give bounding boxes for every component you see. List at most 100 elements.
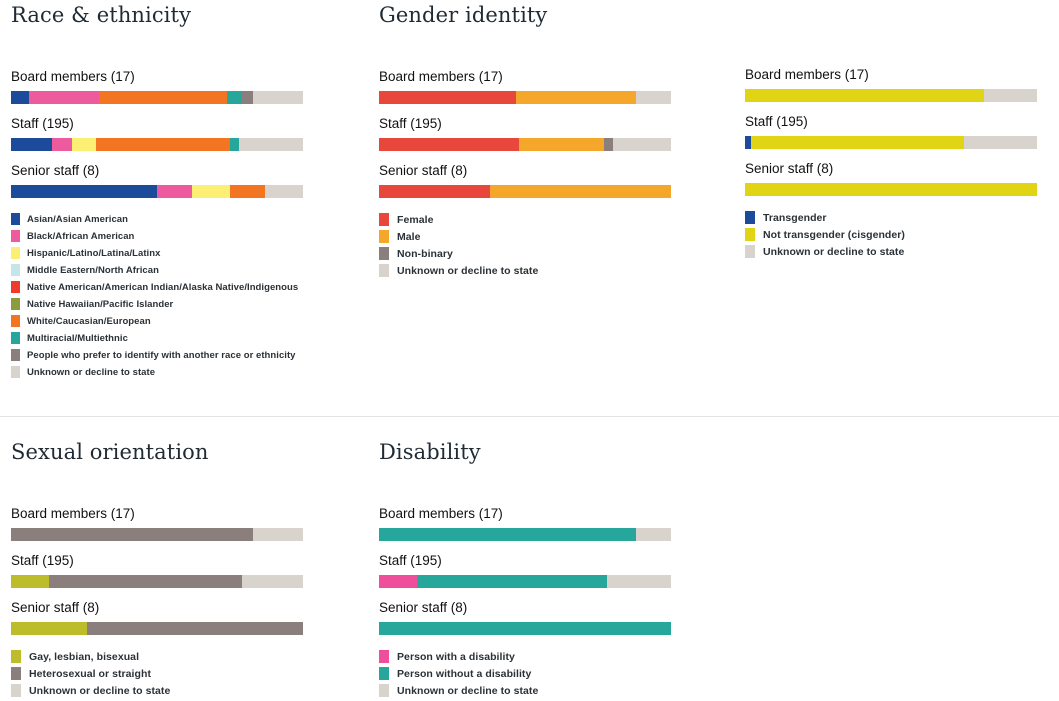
legend-item[interactable]: Male — [379, 229, 679, 245]
stacked-bar[interactable] — [11, 185, 303, 199]
bar-segment[interactable] — [253, 91, 303, 105]
bar-group: Staff (195) — [11, 553, 311, 589]
legend-item[interactable]: Native Hawaiian/Pacific Islander — [11, 297, 311, 313]
legend-item[interactable]: Unknown or decline to state — [379, 683, 679, 699]
bar-group-label: Staff (195) — [379, 116, 442, 132]
stacked-bar[interactable] — [379, 575, 671, 589]
bar-segment[interactable] — [86, 622, 303, 636]
bar-segment[interactable] — [98, 91, 228, 105]
legend-item[interactable]: Unknown or decline to state — [11, 365, 311, 381]
bar-group: Staff (195) — [745, 114, 1045, 149]
stacked-bar[interactable] — [11, 91, 303, 105]
bar-segment[interactable] — [48, 575, 242, 589]
legend-item[interactable]: Person without a disability — [379, 666, 679, 682]
legend-item[interactable]: Native American/American Indian/Alaska N… — [11, 280, 311, 296]
legend-swatch-icon — [745, 228, 755, 241]
bar-segment[interactable] — [11, 528, 254, 542]
bar-segment[interactable] — [11, 138, 52, 152]
bar-group-label: Senior staff (8) — [379, 163, 468, 179]
legend-swatch-icon — [745, 245, 755, 258]
bar-segment[interactable] — [379, 138, 520, 152]
bar-segment[interactable] — [635, 528, 671, 542]
bar-segment[interactable] — [606, 575, 671, 589]
bar-segment[interactable] — [603, 138, 613, 152]
bar-segment[interactable] — [192, 185, 230, 199]
legend-swatch-icon — [11, 264, 20, 277]
bar-segment[interactable] — [229, 138, 239, 152]
stacked-bar[interactable] — [379, 138, 671, 152]
legend-item[interactable]: Unknown or decline to state — [745, 244, 1045, 260]
legend-sexual-orientation: Gay, lesbian, bisexual Heterosexual or st… — [11, 649, 311, 699]
bar-segment[interactable] — [612, 138, 671, 152]
bar-segment[interactable] — [963, 136, 1037, 149]
bar-segment[interactable] — [416, 575, 607, 589]
legend-item[interactable]: Gay, lesbian, bisexual — [11, 649, 311, 665]
legend-item[interactable]: Unknown or decline to state — [379, 263, 679, 279]
legend-item-label: People who prefer to identify with anoth… — [27, 350, 296, 362]
bar-segment[interactable] — [379, 185, 490, 199]
bar-segment[interactable] — [95, 138, 230, 152]
bar-segment[interactable] — [379, 622, 671, 636]
legend-item[interactable]: Transgender — [745, 210, 1045, 226]
bar-segment[interactable] — [241, 575, 303, 589]
legend-item[interactable]: Person with a disability — [379, 649, 679, 665]
legend-swatch-icon — [11, 298, 20, 311]
bar-segment[interactable] — [635, 91, 671, 105]
bar-segment[interactable] — [227, 91, 242, 105]
legend-race-ethnicity: Asian/Asian American Black/African Americ… — [11, 212, 311, 381]
bar-segment[interactable] — [265, 185, 303, 199]
bar-segment[interactable] — [28, 91, 99, 105]
bar-segment[interactable] — [745, 136, 751, 149]
bar-segment[interactable] — [229, 185, 266, 199]
stacked-bar[interactable] — [745, 183, 1037, 196]
bar-segment[interactable] — [519, 138, 604, 152]
legend-item-label: Unknown or decline to state — [397, 265, 539, 278]
stacked-bar[interactable] — [11, 622, 303, 636]
bar-segment[interactable] — [745, 89, 985, 102]
stacked-bar[interactable] — [379, 185, 671, 199]
legend-item[interactable]: Female — [379, 212, 679, 228]
legend-item[interactable]: Not transgender (cisgender) — [745, 227, 1045, 243]
bar-segment[interactable] — [516, 91, 636, 105]
bar-segment[interactable] — [489, 185, 671, 199]
stacked-bar[interactable] — [11, 575, 303, 589]
panel-sexual-orientation: Sexual orientation Board members (17) Sta… — [11, 440, 311, 700]
bar-segment[interactable] — [72, 138, 96, 152]
bar-group: Board members (17) — [11, 506, 311, 542]
bar-segment[interactable] — [241, 91, 254, 105]
legend-item[interactable]: Black/African American — [11, 229, 311, 245]
bar-segment[interactable] — [745, 183, 1037, 196]
bar-segment[interactable] — [379, 575, 417, 589]
bar-segment[interactable] — [51, 138, 73, 152]
bar-segment[interactable] — [750, 136, 964, 149]
bar-segment[interactable] — [984, 89, 1037, 102]
legend-item[interactable]: Heterosexual or straight — [11, 666, 311, 682]
bar-segment[interactable] — [253, 528, 303, 542]
legend-item-label: Black/African American — [27, 231, 135, 243]
bar-segment[interactable] — [238, 138, 303, 152]
stacked-bar[interactable] — [745, 89, 1037, 102]
bar-segment[interactable] — [11, 91, 29, 105]
legend-item[interactable]: White/Caucasian/European — [11, 314, 311, 330]
stacked-bar[interactable] — [11, 138, 303, 152]
legend-item[interactable]: Asian/Asian American — [11, 212, 311, 228]
stacked-bar[interactable] — [379, 528, 671, 542]
legend-item[interactable]: Middle Eastern/North African — [11, 263, 311, 279]
bar-segment[interactable] — [379, 91, 517, 105]
legend-item[interactable]: Multiracial/Multiethnic — [11, 331, 311, 347]
bar-segment[interactable] — [11, 622, 87, 636]
bar-segment[interactable] — [379, 528, 636, 542]
stacked-bar[interactable] — [379, 91, 671, 105]
stacked-bar[interactable] — [379, 622, 671, 636]
legend-item[interactable]: Unknown or decline to state — [11, 683, 311, 699]
legend-item[interactable]: People who prefer to identify with anoth… — [11, 348, 311, 364]
bar-segment[interactable] — [11, 185, 157, 199]
stacked-bar[interactable] — [745, 136, 1037, 149]
bar-segment[interactable] — [11, 575, 49, 589]
section-divider — [0, 416, 1059, 417]
stacked-bar[interactable] — [11, 528, 303, 542]
legend-item-label: Multiracial/Multiethnic — [27, 333, 128, 345]
bar-segment[interactable] — [157, 185, 193, 199]
legend-item[interactable]: Hispanic/Latino/Latina/Latinx — [11, 246, 311, 262]
legend-item[interactable]: Non-binary — [379, 246, 679, 262]
